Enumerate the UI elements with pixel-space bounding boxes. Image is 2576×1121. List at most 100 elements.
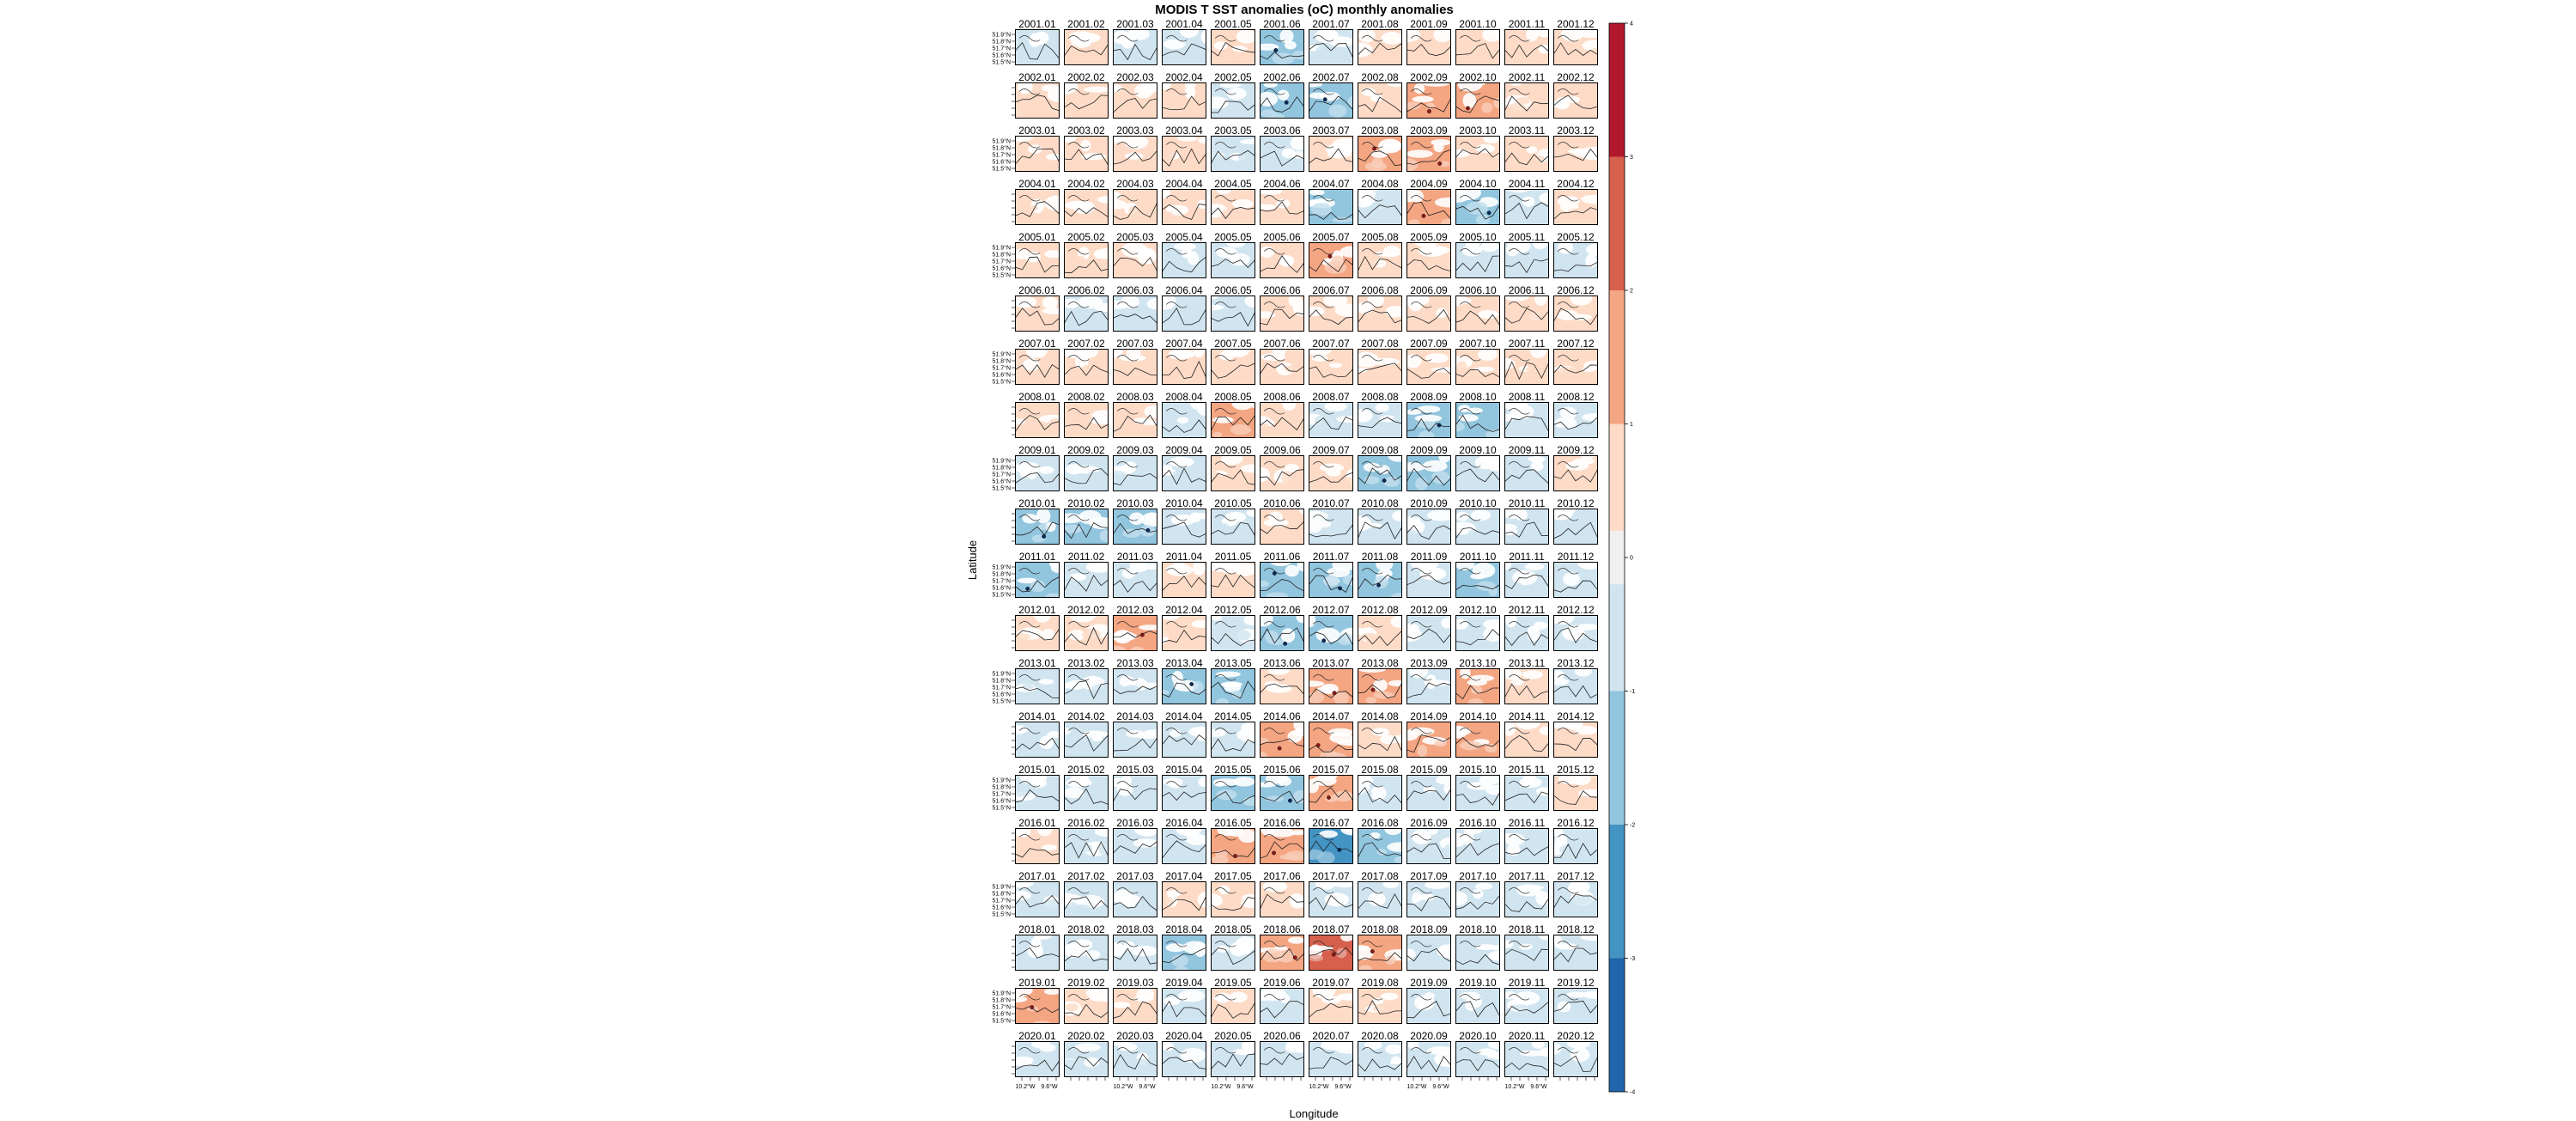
panel-title: 2004.01 — [1018, 178, 1056, 190]
panel-title: 2017.04 — [1165, 870, 1203, 882]
y-tick-label: 51.5°N — [993, 59, 1011, 66]
panel-frame — [1162, 828, 1206, 864]
coastline-contour — [1504, 948, 1549, 961]
coastline-contour — [1015, 42, 1060, 60]
map-panel: 2015.10 — [1455, 764, 1500, 811]
panel-title: 2014.10 — [1459, 710, 1497, 722]
coastline-contour — [1260, 841, 1304, 859]
coastline-contour — [1162, 204, 1206, 221]
map-panel: 2016.09 — [1406, 817, 1451, 864]
map-panel: 2007.07 — [1309, 338, 1353, 385]
panel-frame — [1504, 935, 1549, 971]
coastline-contour — [1406, 467, 1451, 486]
panel-frame — [1064, 562, 1109, 598]
panel-frame — [1406, 136, 1451, 172]
coastline-contour — [1211, 469, 1255, 485]
panel-title: 2001.06 — [1263, 18, 1301, 30]
panel-title: 2005.10 — [1459, 231, 1497, 243]
coastline-contour — [1309, 787, 1353, 803]
coastline-contour — [1358, 42, 1402, 56]
map-panel: 2013.05 — [1211, 657, 1255, 704]
map-panel: 2011.05 — [1211, 551, 1255, 598]
panel-frame — [1113, 881, 1157, 917]
panel-title: 2003.01 — [1018, 125, 1056, 137]
anomaly-field — [1113, 722, 1157, 758]
colorbar-segment — [1609, 23, 1625, 157]
coastline-contour — [1553, 364, 1598, 375]
coastline-contour — [1455, 204, 1500, 220]
colorbar-segment — [1609, 958, 1625, 1092]
coastline-contour — [1064, 896, 1109, 911]
panel-frame — [1358, 509, 1402, 545]
panel-title: 2002.09 — [1410, 71, 1448, 83]
map-panel: 2008.04 — [1162, 391, 1206, 438]
panel-frame — [1309, 82, 1353, 119]
panel-frame — [1406, 988, 1451, 1024]
map-panel: 2002.01 — [1012, 71, 1060, 119]
panel-frame — [1309, 295, 1353, 332]
panel-frame — [1553, 562, 1598, 598]
panel-title: 2019.07 — [1312, 977, 1350, 989]
y-tick-label: 51.5°N — [993, 592, 1011, 599]
map-panel: 2015.02 — [1064, 764, 1109, 811]
map-panel: 2007.03 — [1113, 338, 1157, 385]
panel-title: 2010.06 — [1263, 497, 1301, 509]
coastline-contour — [1064, 680, 1109, 699]
panel-title: 2008.03 — [1116, 391, 1154, 403]
y-tick-label: 51.8°N — [993, 678, 1011, 685]
coastline-contour — [1162, 256, 1206, 273]
panel-frame — [1260, 722, 1304, 758]
panel-frame — [1455, 455, 1500, 491]
panel-title: 2012.03 — [1116, 604, 1154, 616]
panel-frame — [1260, 1041, 1304, 1077]
map-panel: 2018.02 — [1064, 923, 1109, 971]
map-panel: 2010.03 — [1113, 497, 1157, 545]
y-tick-label: 51.6°N — [993, 798, 1011, 805]
coastline-contour — [1553, 947, 1598, 963]
coastline-contour — [1455, 43, 1500, 59]
panel-title: 2015.04 — [1165, 764, 1203, 776]
coastline-contour — [1455, 414, 1500, 432]
panel-title: 2015.06 — [1263, 764, 1301, 776]
panel-title: 2008.09 — [1410, 391, 1448, 403]
y-tick-label: 51.9°N — [993, 564, 1011, 571]
panel-frame — [1358, 402, 1402, 438]
map-panel: 2006.10 — [1455, 284, 1500, 332]
panel-frame — [1260, 775, 1304, 811]
panel-frame — [1358, 828, 1402, 864]
map-panel: 2014.01 — [1012, 710, 1060, 758]
map-panel: 2002.09 — [1406, 71, 1451, 119]
panel-frame — [1406, 828, 1451, 864]
panel-title: 2005.04 — [1165, 231, 1203, 243]
map-panel: 2020.06 — [1260, 1030, 1304, 1081]
map-panel: 2001.04 — [1162, 18, 1206, 65]
panel-title: 2005.09 — [1410, 231, 1448, 243]
y-tick-label: 51.6°N — [993, 265, 1011, 272]
coastline-contour — [1553, 1000, 1598, 1014]
coastline-contour — [1309, 43, 1353, 59]
map-panel: 2012.10 — [1455, 604, 1500, 651]
map-panel: 2015.09 — [1406, 764, 1451, 811]
panel-frame — [1455, 615, 1500, 651]
map-panel: 2014.04 — [1162, 710, 1206, 758]
panel-frame — [1504, 295, 1549, 332]
map-panel: 2019.08 — [1358, 977, 1402, 1024]
coastline-contour — [1260, 469, 1304, 486]
coastline-contour — [1211, 259, 1255, 269]
panel-frame — [1211, 242, 1255, 278]
panel-title: 2018.08 — [1361, 923, 1399, 935]
panel-title: 2020.02 — [1067, 1030, 1105, 1042]
panel-frame — [1406, 935, 1451, 971]
y-tick-label: 51.8°N — [993, 891, 1011, 898]
map-panel: 2015.03 — [1113, 764, 1157, 811]
map-panel: 2003.04 — [1162, 125, 1206, 172]
map-panel: 2003.06 — [1260, 125, 1304, 172]
map-panel: 2010.01 — [1012, 497, 1060, 545]
coastline-contour — [1260, 579, 1304, 592]
coastline-contour — [1113, 98, 1157, 113]
map-panel: 2019.07 — [1309, 977, 1353, 1024]
map-panel: 2016.06 — [1260, 817, 1304, 864]
panel-frame — [1455, 136, 1500, 172]
panel-title: 2008.10 — [1459, 391, 1497, 403]
colorbar-segment — [1609, 584, 1625, 691]
